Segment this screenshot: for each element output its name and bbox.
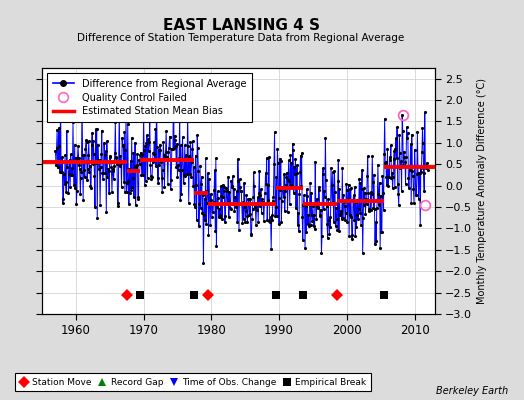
Text: Berkeley Earth: Berkeley Earth (436, 386, 508, 396)
Legend: Difference from Regional Average, Quality Control Failed, Estimated Station Mean: Difference from Regional Average, Qualit… (47, 73, 252, 122)
Legend: Station Move, Record Gap, Time of Obs. Change, Empirical Break: Station Move, Record Gap, Time of Obs. C… (15, 374, 371, 392)
Y-axis label: Monthly Temperature Anomaly Difference (°C): Monthly Temperature Anomaly Difference (… (477, 78, 487, 304)
Text: EAST LANSING 4 S: EAST LANSING 4 S (162, 18, 320, 33)
Text: Difference of Station Temperature Data from Regional Average: Difference of Station Temperature Data f… (78, 33, 405, 43)
